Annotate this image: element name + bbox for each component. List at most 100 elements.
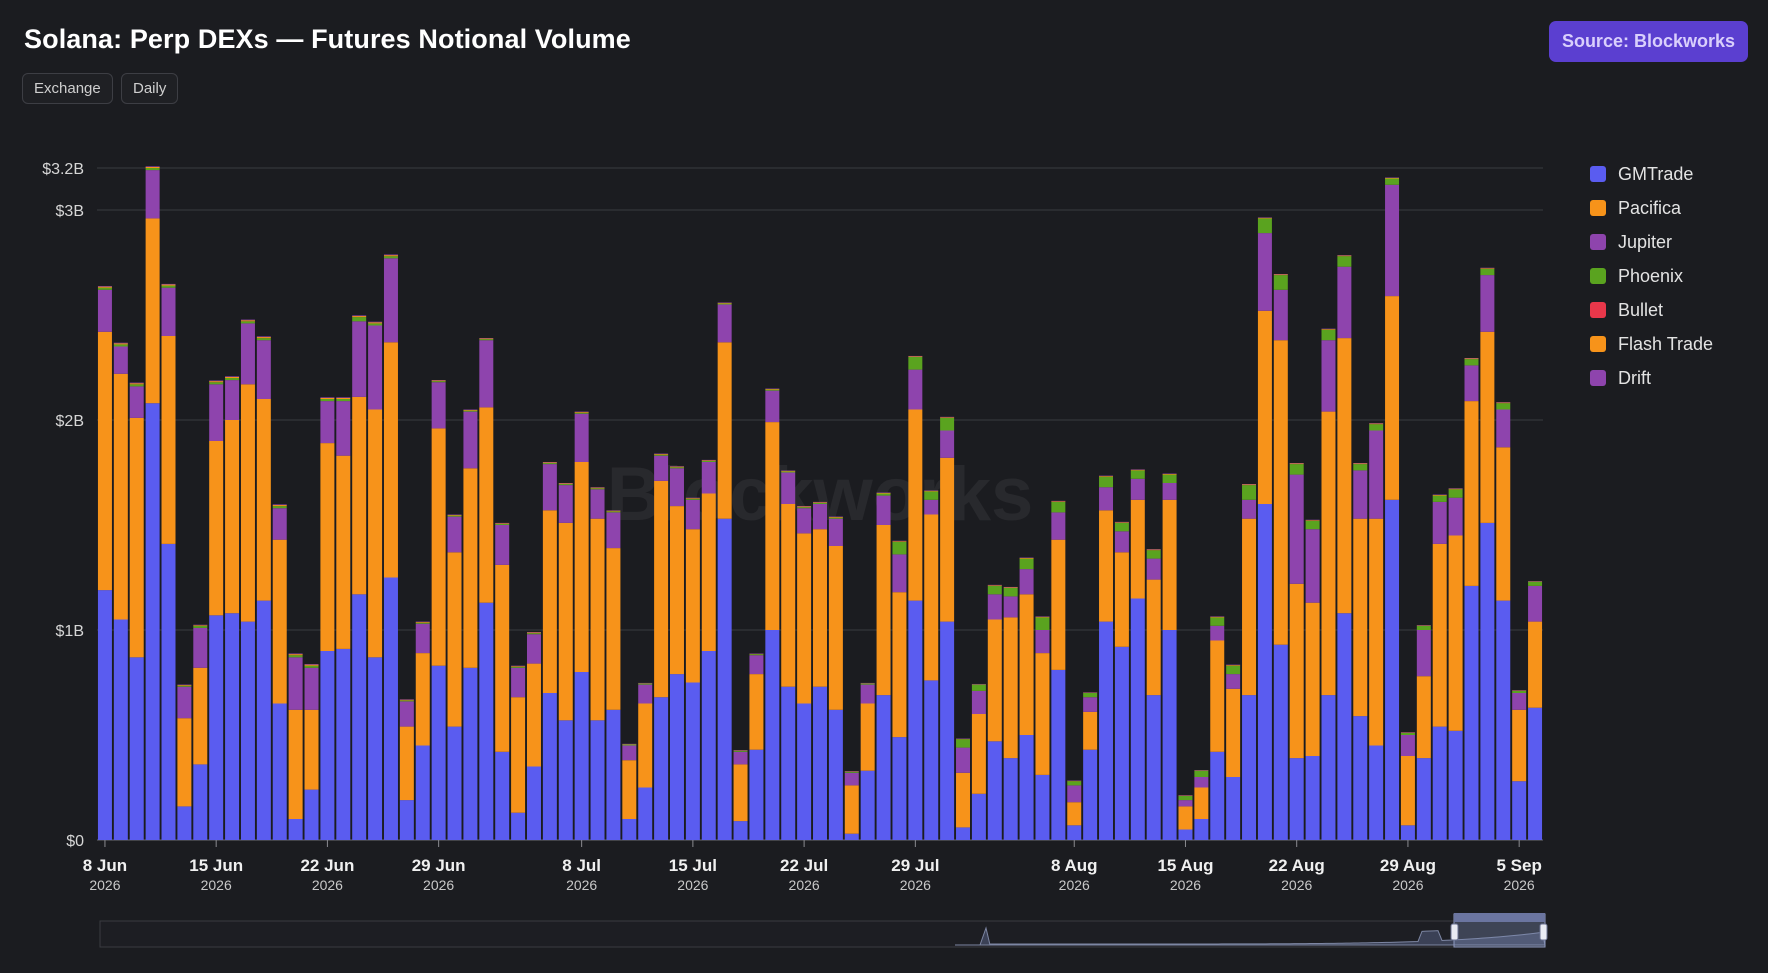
bar-segment-phoenix <box>113 344 128 347</box>
bar-segment-jupiter <box>765 390 780 423</box>
bar-segment-phoenix <box>1019 558 1034 570</box>
bar-segment-jupiter <box>399 701 414 727</box>
bar-segment-jupiter <box>1353 470 1368 519</box>
bar-segment-gmtrade <box>1162 630 1177 840</box>
bar-segment-flash-trade <box>590 487 605 489</box>
bar-segment-phoenix <box>813 502 827 504</box>
bar-segment-jupiter <box>1273 289 1288 341</box>
bar-segment-drift <box>240 319 255 321</box>
bar-segment-phoenix <box>193 625 208 628</box>
interval-filter-chip[interactable]: Daily <box>121 73 179 104</box>
bar-segment-flash-trade <box>1337 255 1352 257</box>
bar-segment-flash-trade <box>685 498 700 499</box>
legend-item-pacifica[interactable]: Pacifica <box>1590 191 1713 225</box>
x-tick-label: 5 Sep <box>1496 856 1541 875</box>
bar-segment-jupiter <box>685 499 700 530</box>
x-tick-year: 2026 <box>1059 877 1090 893</box>
bar-segment-gmtrade <box>495 751 510 840</box>
x-tick-label: 8 Jul <box>562 856 601 875</box>
bar-segment-gmtrade <box>209 615 224 840</box>
bar-segment-pacifica <box>924 514 939 681</box>
x-tick-year: 2026 <box>789 877 820 893</box>
bar-segment-phoenix <box>685 498 700 500</box>
bar-segment-flash-trade <box>701 460 716 461</box>
bar-segment-pacifica <box>336 455 351 649</box>
bar-segment-phoenix <box>288 655 303 658</box>
source-button[interactable]: Source: Blockworks <box>1548 21 1748 62</box>
bar-segment-flash-trade <box>717 302 732 304</box>
bar-segment-flash-trade <box>161 284 176 286</box>
bar-segment-flash-trade <box>1114 522 1129 523</box>
legend-item-phoenix[interactable]: Phoenix <box>1590 259 1713 293</box>
bar-segment-pacifica <box>1512 709 1527 782</box>
bar-segment-pacifica <box>1369 518 1384 746</box>
bar-segment-phoenix <box>320 399 335 402</box>
bar-segment-phoenix <box>987 585 1002 595</box>
bar-segment-jupiter <box>145 170 160 219</box>
bar-segment-pacifica <box>1067 802 1082 826</box>
bar-segment-gmtrade <box>654 697 669 840</box>
bar-segment-jupiter <box>1162 483 1177 500</box>
bar-segment-pacifica <box>1337 338 1352 614</box>
bar-segment-jupiter <box>1035 630 1050 654</box>
bar-segment-jupiter <box>495 525 510 565</box>
bar-segment-jupiter <box>352 321 367 397</box>
bar-segment-gmtrade <box>558 720 573 840</box>
bar-segment-phoenix <box>145 168 160 171</box>
bar-segment-gmtrade <box>272 703 287 840</box>
bar-segment-jupiter <box>1178 800 1193 807</box>
bar-segment-gmtrade <box>1273 644 1288 840</box>
legend-item-drift[interactable]: Drift <box>1590 361 1713 395</box>
bar-segment-pacifica <box>908 409 923 601</box>
bar-segment-gmtrade <box>1019 735 1034 840</box>
x-tick-year: 2026 <box>1392 877 1423 893</box>
bar-segment-flash-trade <box>97 286 112 288</box>
bar-segment-phoenix <box>272 506 287 509</box>
bar-segment-phoenix <box>638 683 653 685</box>
bar-segment-phoenix <box>415 622 430 624</box>
bar-segment-pacifica <box>558 522 573 721</box>
bar-segment-flash-trade <box>1051 501 1066 502</box>
bar-segment-pacifica <box>447 552 462 727</box>
bar-segment-gmtrade <box>352 594 367 840</box>
navigator-left-handle[interactable] <box>1450 923 1459 941</box>
chart-title: Solana: Perp DEXs — Futures Notional Vol… <box>24 24 631 54</box>
bar-segment-gmtrade <box>1289 758 1304 840</box>
bar-segment-gmtrade <box>733 821 748 840</box>
legend-swatch <box>1590 234 1606 250</box>
bar-segment-pacifica <box>1385 296 1400 500</box>
bar-segment-phoenix <box>1321 329 1336 341</box>
bar-segment-gmtrade <box>828 709 843 840</box>
bar-segment-pacifica <box>113 373 128 620</box>
bar-segment-flash-trade <box>542 462 557 464</box>
bar-segment-pacifica <box>383 342 398 578</box>
bar-segment-gmtrade <box>1448 730 1463 840</box>
legend-swatch <box>1590 166 1606 182</box>
navigator-right-handle[interactable] <box>1539 923 1548 941</box>
bar-segment-gmtrade <box>1496 600 1511 840</box>
legend-item-bullet[interactable]: Bullet <box>1590 293 1713 327</box>
legend-swatch <box>1590 336 1606 352</box>
legend-item-gmtrade[interactable]: GMTrade <box>1590 157 1713 191</box>
bar-segment-phoenix <box>177 685 192 687</box>
bar-segment-flash-trade <box>511 666 526 667</box>
bar-segment-gmtrade <box>304 789 319 840</box>
legend-item-jupiter[interactable]: Jupiter <box>1590 225 1713 259</box>
bar-segment-pacifica <box>940 457 955 622</box>
bar-segment-gmtrade <box>256 600 271 840</box>
bar-segment-pacifica <box>495 564 510 752</box>
x-tick-year: 2026 <box>900 877 931 893</box>
bar-segment-pacifica <box>209 441 224 616</box>
bar-segment-jupiter <box>256 340 271 399</box>
exchange-filter-chip[interactable]: Exchange <box>22 73 113 104</box>
bar-segment-gmtrade <box>1321 695 1336 840</box>
bar-segment-jupiter <box>622 745 637 761</box>
legend-swatch <box>1590 268 1606 284</box>
bar-segment-pacifica <box>654 480 669 698</box>
x-tick-year: 2026 <box>1281 877 1312 893</box>
bar-segment-jupiter <box>1480 275 1495 332</box>
bar-segment-jupiter <box>1114 531 1129 553</box>
legend-item-flash-trade[interactable]: Flash Trade <box>1590 327 1713 361</box>
bar-segment-pacifica <box>1194 787 1209 819</box>
bar-segment-phoenix <box>1051 501 1066 513</box>
